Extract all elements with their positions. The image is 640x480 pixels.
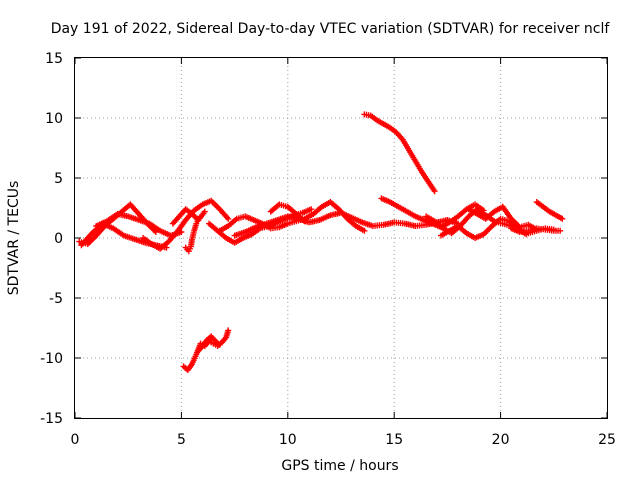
data-point <box>225 327 232 334</box>
chart-title: Day 191 of 2022, Sidereal Day-to-day VTE… <box>51 21 611 37</box>
y-tick-label: 5 <box>54 171 63 187</box>
data-points <box>76 111 566 373</box>
x-tick-label: 0 <box>71 432 80 448</box>
x-tick-label: 5 <box>177 432 186 448</box>
data-point <box>431 188 438 195</box>
data-point <box>216 341 223 348</box>
data-point <box>225 215 232 222</box>
x-axis-label: GPS time / hours <box>281 458 398 474</box>
data-point <box>557 227 564 234</box>
data-point <box>195 215 202 222</box>
y-axis-label: SDTVAR / TECUs <box>6 181 22 296</box>
y-tick-label: -15 <box>40 411 63 427</box>
x-tick-label: 20 <box>492 432 510 448</box>
plot-frame <box>74 57 608 419</box>
data-point <box>301 218 308 225</box>
y-tick-label: 15 <box>45 51 63 67</box>
y-tick-label: 10 <box>45 111 63 127</box>
x-tick-label: 10 <box>279 432 297 448</box>
data-point <box>201 208 208 215</box>
x-tick-label: 25 <box>598 432 616 448</box>
x-tick-label: 15 <box>385 432 403 448</box>
data-point <box>308 206 315 213</box>
y-tick-label: 0 <box>54 231 63 247</box>
data-point <box>361 227 368 234</box>
data-point <box>559 215 566 222</box>
y-tick-label: -10 <box>40 351 63 367</box>
axis-ticks: 0 5 10 15 20 25 -15 -10 -5 0 5 10 15 <box>40 51 616 448</box>
y-tick-label: -5 <box>49 291 63 307</box>
grid <box>75 58 607 418</box>
